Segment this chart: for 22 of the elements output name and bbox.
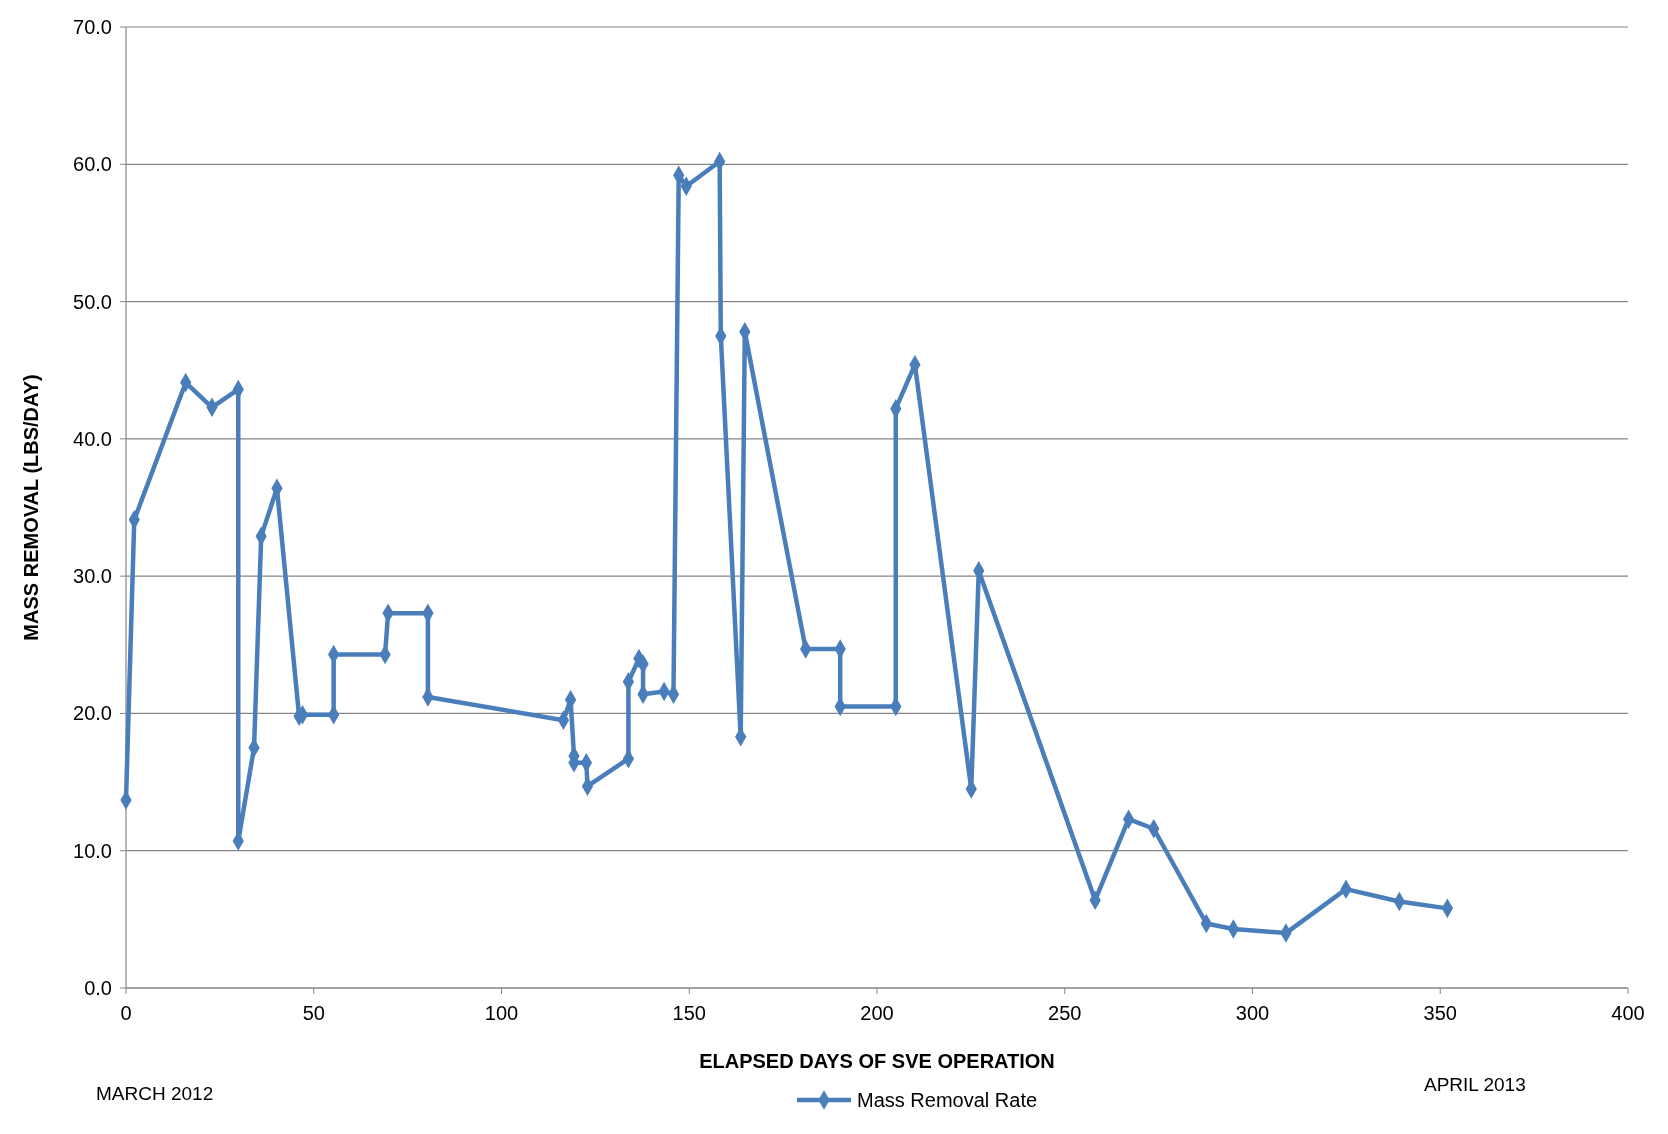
x-tick-label: 100 <box>484 1002 519 1024</box>
x-axis-title: ELAPSED DAYS OF SVE OPERATION <box>699 1050 1055 1072</box>
x-tick-label: 250 <box>1048 1002 1082 1024</box>
y-tick-label: 10.0 <box>73 839 112 862</box>
y-tick-label: 0.0 <box>84 977 112 999</box>
x-tick-label: 200 <box>860 1002 894 1024</box>
text: APRIL 2013 <box>1424 1074 1526 1095</box>
y-tick-label: 60.0 <box>73 153 112 176</box>
y-axis-title: MASS REMOVAL (LBS/DAY) <box>20 374 42 641</box>
y-tick-label: 30.0 <box>73 565 112 588</box>
x-tick-label: 400 <box>1611 1002 1645 1024</box>
y-tick-label: 40.0 <box>73 427 112 450</box>
y-tick-label: 20.0 <box>73 702 112 725</box>
x-tick-label: 150 <box>672 1002 706 1024</box>
x-tick-label: 350 <box>1423 1002 1457 1024</box>
x-tick-label: 50 <box>302 1002 325 1024</box>
y-tick-label: 70.0 <box>73 16 112 38</box>
x-tick-label: 300 <box>1235 1002 1270 1024</box>
x-tick-label: 0 <box>120 1002 132 1024</box>
text: MARCH 2012 <box>96 1083 214 1104</box>
y-tick-label: 50.0 <box>73 290 112 313</box>
legend-label: Mass Removal Rate <box>857 1089 1038 1111</box>
